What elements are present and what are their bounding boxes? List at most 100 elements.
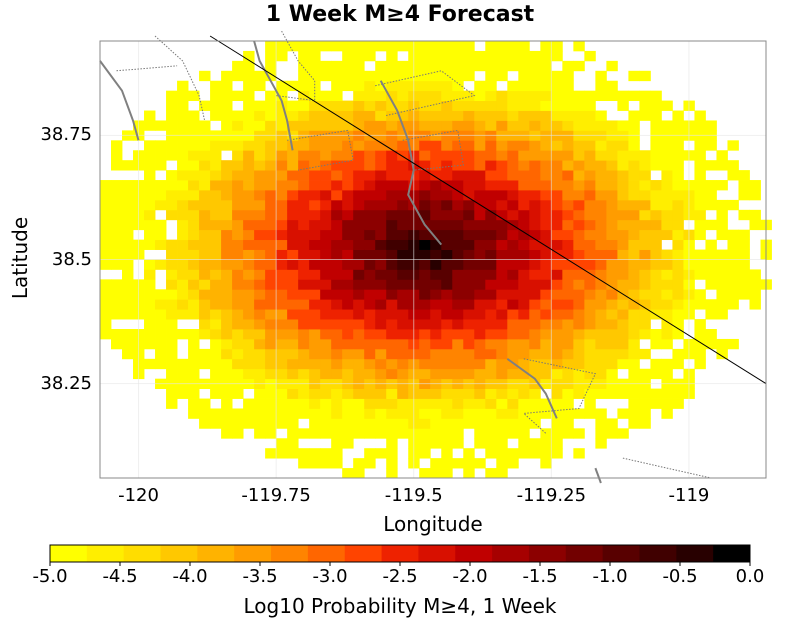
heatmap-cell	[485, 249, 497, 260]
heatmap-cell	[342, 189, 354, 201]
heatmap-cell	[100, 239, 112, 250]
heatmap-cell	[232, 60, 244, 72]
heatmap-cell	[694, 170, 706, 181]
heatmap-cell	[100, 259, 112, 270]
heatmap-cell	[551, 239, 563, 250]
heatmap-cell	[188, 170, 200, 181]
heatmap-cell	[320, 140, 332, 151]
heatmap-cell	[232, 199, 244, 211]
heatmap-cell	[287, 408, 299, 419]
colorbar-swatch	[86, 545, 125, 562]
heatmap-cell	[144, 189, 156, 201]
heatmap-cell	[551, 110, 563, 121]
heatmap-cell	[111, 189, 123, 201]
heatmap-cell	[287, 388, 299, 399]
heatmap-cell	[694, 150, 706, 161]
heatmap-cell	[540, 120, 552, 131]
heatmap-cell	[221, 408, 233, 419]
heatmap-cell	[529, 209, 541, 221]
heatmap-cell	[320, 338, 332, 350]
heatmap-cell	[254, 140, 266, 151]
heatmap-cell	[639, 110, 651, 121]
heatmap-cell	[518, 170, 530, 181]
heatmap-cell	[529, 140, 541, 151]
heatmap-cell	[364, 140, 376, 151]
colorbar-swatch	[528, 545, 567, 562]
heatmap-cell	[419, 180, 431, 191]
heatmap-cell	[375, 338, 387, 350]
heatmap-cell	[287, 259, 299, 270]
heatmap-cell	[672, 299, 684, 310]
heatmap-cell	[518, 120, 530, 131]
heatmap-cell	[375, 70, 387, 82]
heatmap-cell	[331, 160, 343, 171]
heatmap-cell	[617, 209, 629, 221]
heatmap-cell	[177, 309, 189, 320]
heatmap-cell	[309, 358, 321, 370]
heatmap-cell	[419, 338, 431, 350]
heatmap-cell	[551, 438, 563, 449]
heatmap-cell	[452, 90, 464, 101]
heatmap-cell	[562, 319, 574, 330]
heatmap-cell	[397, 388, 409, 399]
heatmap-cell	[122, 309, 134, 320]
heatmap-cell	[672, 348, 684, 360]
heatmap-cell	[177, 150, 189, 161]
heatmap-cell	[650, 239, 662, 250]
heatmap-cell	[320, 120, 332, 131]
heatmap-cell	[188, 329, 200, 340]
heatmap-cell	[705, 309, 717, 320]
heatmap-cell	[243, 358, 255, 370]
heatmap-cell	[430, 219, 442, 231]
heatmap-cell	[254, 80, 266, 92]
heatmap-cell	[188, 259, 200, 270]
heatmap-cell	[518, 319, 530, 330]
heatmap-cell	[353, 170, 365, 181]
heatmap-cell	[661, 160, 673, 171]
heatmap-cell	[144, 289, 156, 300]
heatmap-cell	[232, 209, 244, 221]
heatmap-cell	[210, 348, 222, 360]
heatmap-cell	[298, 150, 310, 161]
heatmap-cell	[177, 249, 189, 260]
heatmap-cell	[463, 249, 475, 260]
heatmap-cell	[397, 140, 409, 151]
heatmap-cell	[199, 209, 211, 221]
heatmap-cell	[496, 100, 508, 111]
heatmap-cell	[353, 418, 365, 429]
heatmap-cell	[639, 289, 651, 300]
heatmap-cell	[584, 299, 596, 310]
heatmap-cell	[661, 219, 673, 231]
heatmap-cell	[441, 70, 453, 82]
heatmap-cell	[386, 388, 398, 399]
heatmap-cell	[353, 249, 365, 260]
heatmap-cell	[419, 388, 431, 399]
heatmap-cell	[353, 239, 365, 250]
heatmap-cell	[298, 269, 310, 280]
heatmap-cell	[529, 100, 541, 111]
heatmap-cell	[100, 209, 112, 221]
heatmap-cell	[331, 259, 343, 270]
heatmap-cell	[254, 189, 266, 201]
heatmap-cell	[265, 408, 277, 419]
heatmap-cell	[474, 458, 486, 469]
heatmap-cell	[474, 249, 486, 260]
heatmap-cell	[353, 70, 365, 82]
heatmap-cell	[155, 338, 167, 350]
heatmap-cell	[617, 199, 629, 211]
heatmap-cell	[111, 140, 123, 151]
heatmap-cell	[606, 428, 618, 439]
heatmap-cell	[628, 269, 640, 280]
heatmap-cell	[309, 60, 321, 72]
heatmap-cell	[474, 418, 486, 429]
heatmap-cell	[254, 199, 266, 211]
heatmap-cell	[210, 209, 222, 221]
heatmap-cell	[661, 319, 673, 330]
heatmap-cell	[331, 438, 343, 449]
heatmap-cell	[430, 180, 442, 191]
heatmap-cell	[485, 468, 497, 479]
heatmap-cell	[496, 319, 508, 330]
heatmap-cell	[540, 289, 552, 300]
heatmap-cell	[188, 338, 200, 350]
heatmap-cell	[298, 348, 310, 360]
